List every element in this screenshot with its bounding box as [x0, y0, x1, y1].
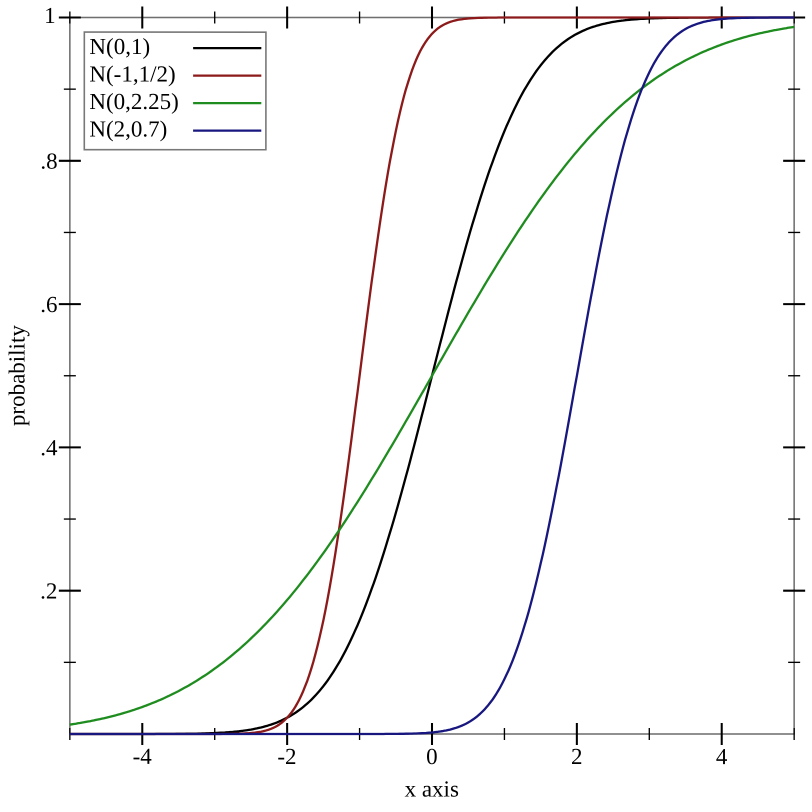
svg-text:N(0,2.25): N(0,2.25) — [89, 89, 178, 114]
svg-text:.4: .4 — [40, 435, 58, 460]
svg-text:1: 1 — [44, 3, 56, 28]
svg-text:.6: .6 — [40, 292, 57, 317]
svg-text:x axis: x axis — [405, 776, 459, 801]
svg-text:0: 0 — [426, 744, 438, 769]
svg-text:2: 2 — [571, 744, 583, 769]
svg-text:probability: probability — [4, 325, 29, 426]
svg-text:4: 4 — [716, 744, 728, 769]
svg-text:.2: .2 — [40, 579, 57, 604]
svg-text:N(-1,1/2): N(-1,1/2) — [89, 61, 175, 86]
svg-text:N(0,1): N(0,1) — [89, 34, 150, 59]
svg-text:-2: -2 — [277, 744, 296, 769]
svg-text:-4: -4 — [133, 744, 153, 769]
svg-text:N(2,0.7): N(2,0.7) — [89, 116, 167, 141]
svg-text:.8: .8 — [40, 149, 57, 174]
